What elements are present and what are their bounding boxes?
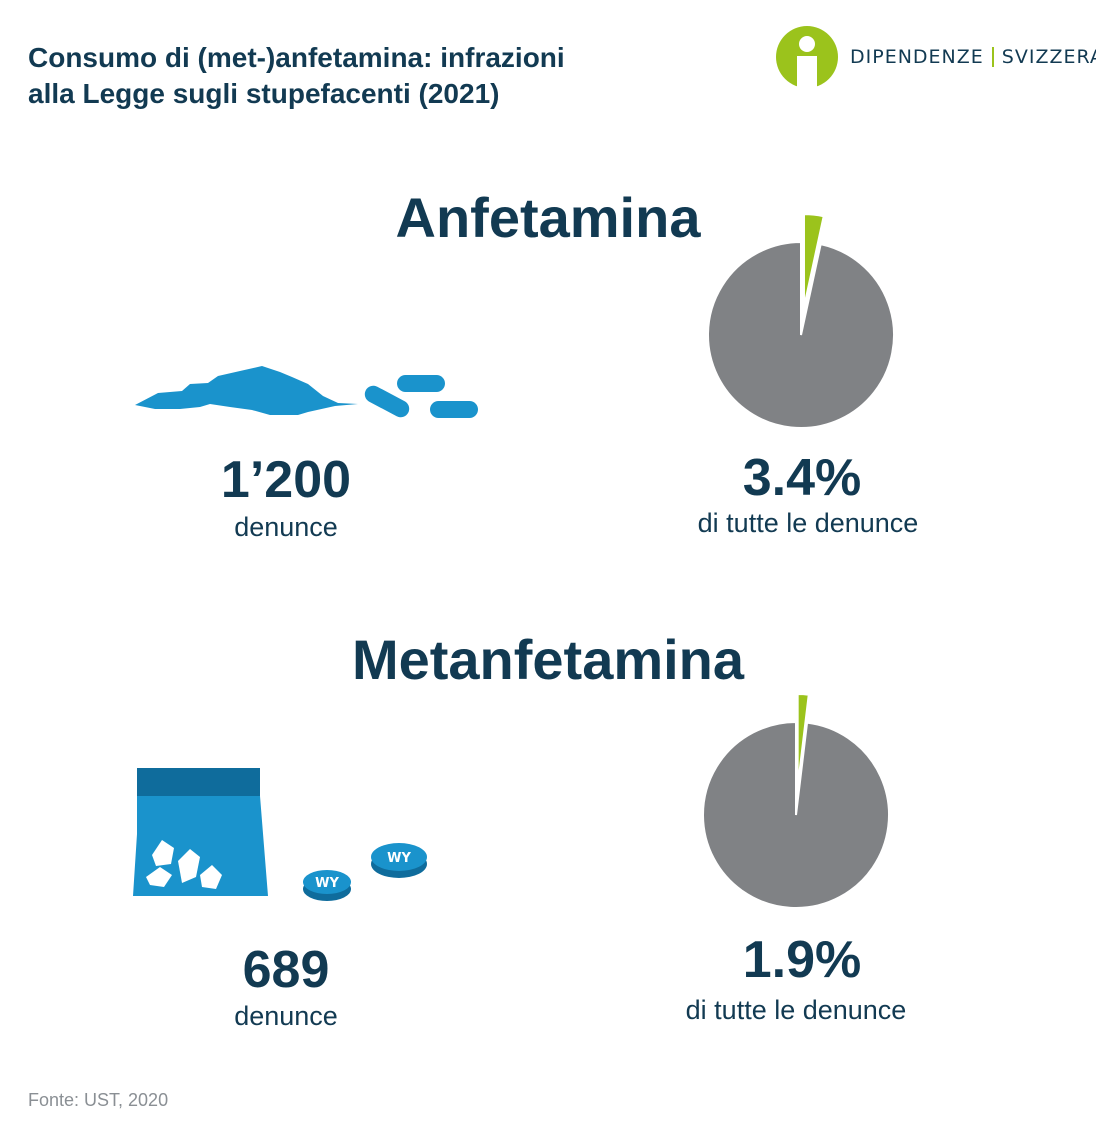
- share-value: 3.4%: [742, 449, 862, 507]
- pie-slice-highlight: [802, 213, 825, 308]
- pill-imprint: WY: [387, 851, 411, 866]
- pie-slice-highlight: [796, 693, 810, 788]
- source-note: Fonte: UST, 2020: [28, 1090, 169, 1110]
- brand-separator: [991, 47, 994, 67]
- share-label: di tutte le denunce: [685, 995, 907, 1025]
- brand-logo: DIPENDENZE SVIZZERA: [776, 26, 1096, 88]
- amphetamine-powder-pills-icon: [135, 366, 478, 418]
- share-value: 1.9%: [742, 931, 862, 989]
- pill-imprint: WY: [315, 876, 339, 891]
- methamphetamine-bag-crystals-icon: WY WY: [133, 768, 427, 901]
- count-value: 1’200: [220, 451, 352, 509]
- count-label: denunce: [234, 512, 338, 542]
- info-person-icon: [776, 26, 838, 88]
- title-line-1: Consumo di (met-)anfetamina: infrazioni: [28, 42, 565, 73]
- pie-slice-rest: [702, 720, 890, 909]
- count-value: 689: [242, 941, 330, 999]
- section-title-metanfetamina: Metanfetamina: [351, 628, 745, 691]
- share-label: di tutte le denunce: [697, 508, 919, 538]
- pie-slice-rest: [707, 240, 895, 429]
- section-title-anfetamina: Anfetamina: [395, 186, 701, 249]
- pie-chart-metanfetamina: [702, 693, 890, 909]
- title-line-2: alla Legge sugli stupefacenti (2021): [28, 78, 500, 109]
- pie-chart-anfetamina: [707, 213, 895, 429]
- count-label: denunce: [234, 1001, 338, 1031]
- brand-name: DIPENDENZE SVIZZERA: [850, 46, 1096, 68]
- brand-name-right: SVIZZERA: [1001, 46, 1096, 68]
- page-title: Consumo di (met-)anfetamina: infrazioni …: [28, 40, 748, 112]
- brand-name-left: DIPENDENZE: [850, 46, 984, 68]
